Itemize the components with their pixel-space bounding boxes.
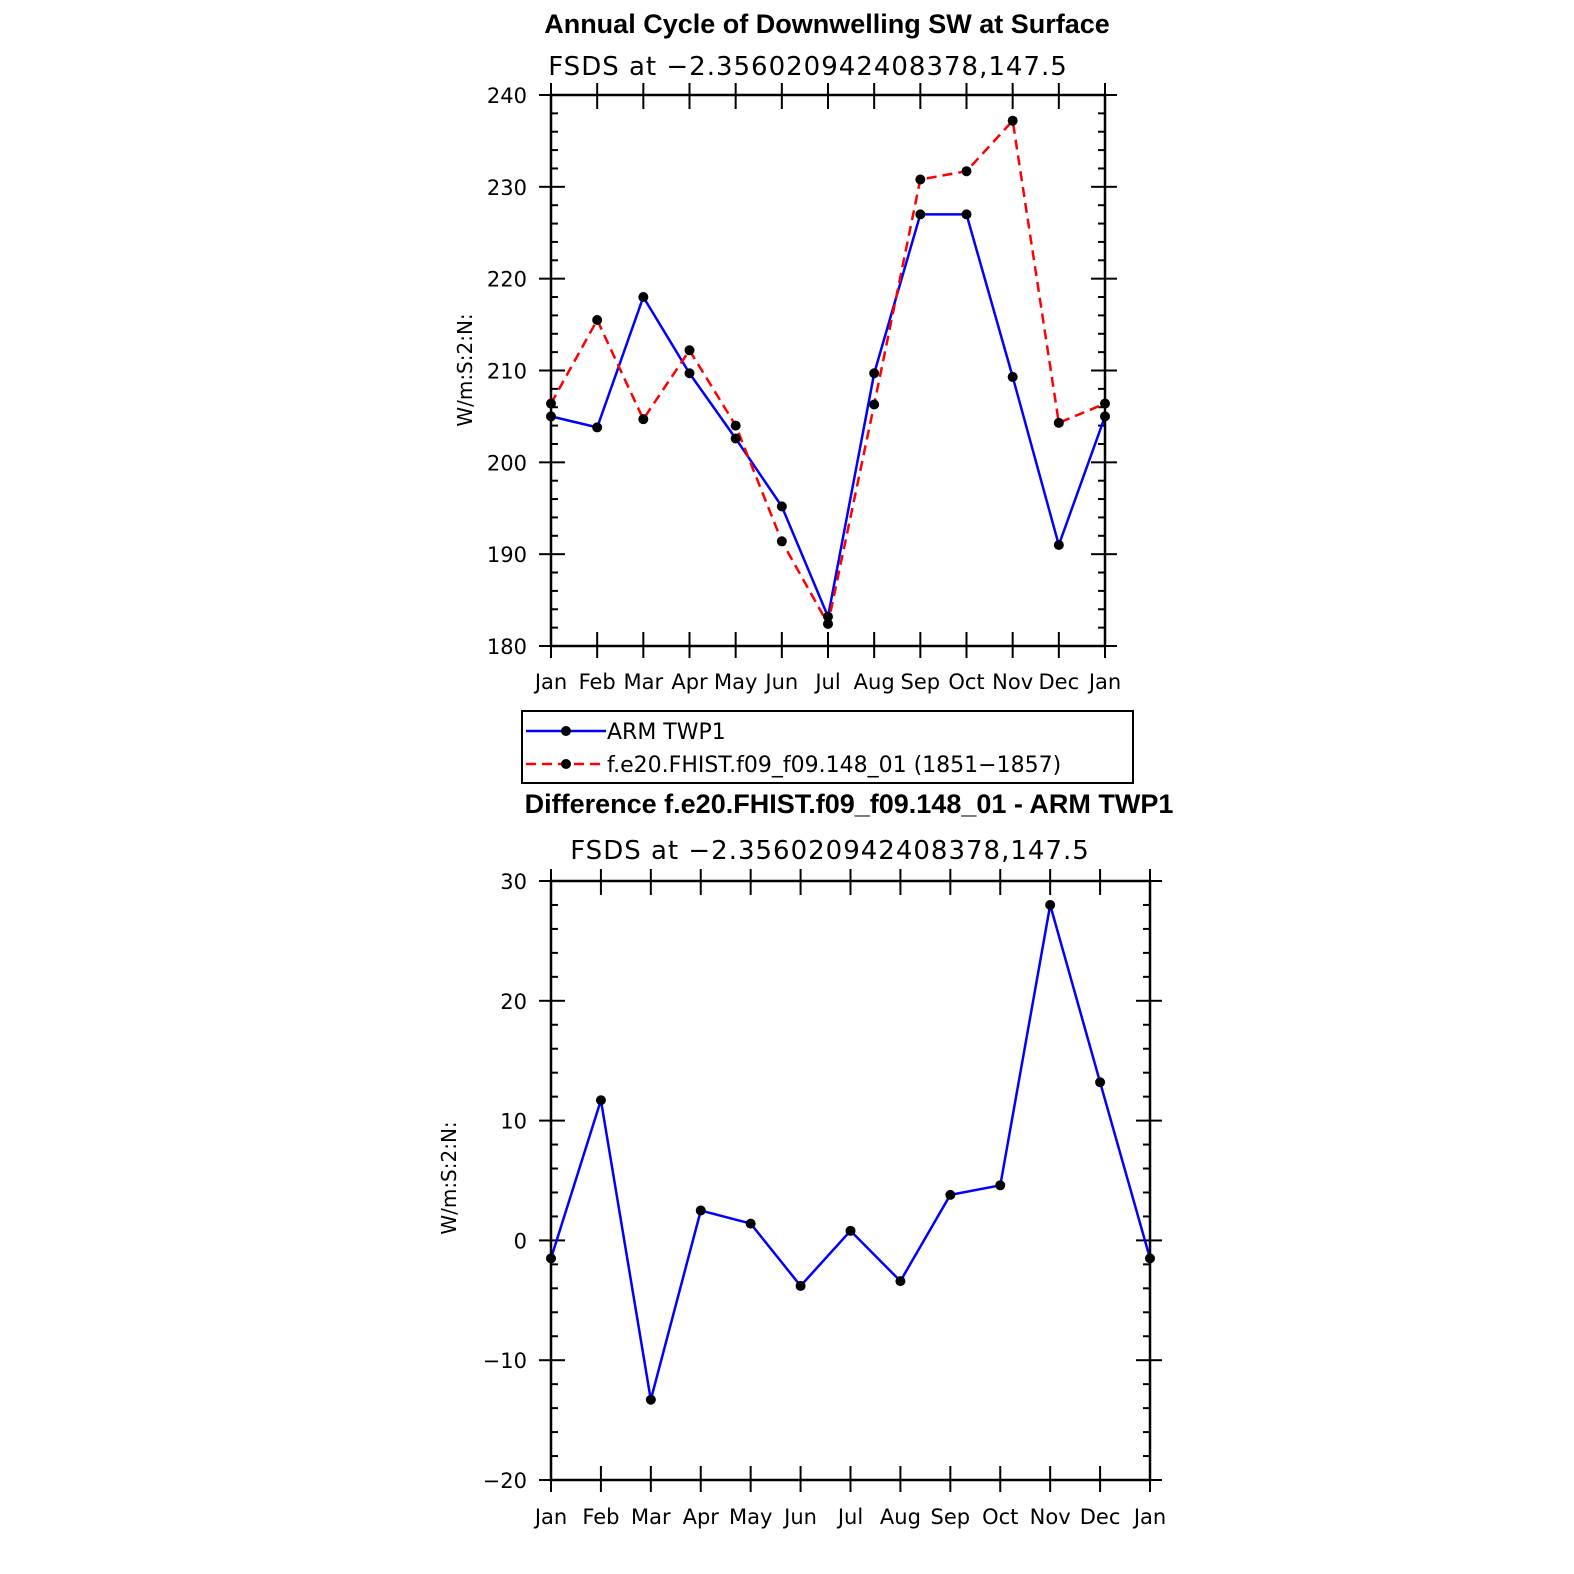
data-point xyxy=(1007,371,1018,382)
data-point xyxy=(1053,417,1064,428)
data-point xyxy=(1007,115,1018,126)
data-point xyxy=(895,1276,906,1287)
x-tick-label: Sep xyxy=(901,670,941,694)
data-point xyxy=(945,1189,956,1200)
data-point xyxy=(776,536,787,547)
x-tick-label: Jan xyxy=(1087,670,1121,694)
data-point xyxy=(845,1225,856,1236)
x-tick-label: Sep xyxy=(931,1505,971,1529)
data-point xyxy=(961,166,972,177)
y-tick-label: 0 xyxy=(514,1229,527,1253)
data-point xyxy=(795,1280,806,1291)
y-tick-label: 230 xyxy=(487,176,527,200)
data-point xyxy=(638,414,649,425)
x-tick-label: Dec xyxy=(1039,670,1080,694)
x-tick-label: Jan xyxy=(1132,1505,1166,1529)
x-tick-label: Nov xyxy=(1030,1505,1071,1529)
x-tick-label: Apr xyxy=(683,1505,720,1529)
data-point xyxy=(684,368,695,379)
data-point xyxy=(823,611,833,622)
data-point xyxy=(823,618,833,629)
data-point xyxy=(592,314,603,325)
data-point xyxy=(869,399,880,410)
x-tick-label: Jan xyxy=(533,670,567,694)
axis-ticks: −20 −10 0 10 20 30 Jan Feb Mar Apr May Jun Jul Aug Sep… xyxy=(483,869,1166,1529)
data-point xyxy=(1045,899,1056,910)
y-tick-label: 20 xyxy=(500,990,527,1014)
series-line xyxy=(549,904,1152,1401)
legend: ARM TWP1 f.e20.FHIST.f09_f09.148_01 (185… xyxy=(521,710,1134,784)
data-point xyxy=(745,1218,756,1229)
x-tick-label: Jul xyxy=(813,670,840,694)
x-tick-label: Apr xyxy=(671,670,708,694)
data-point xyxy=(695,1205,706,1216)
data-point xyxy=(995,1180,1006,1191)
x-tick-label: Jun xyxy=(763,670,798,694)
x-tick-label: Jul xyxy=(836,1505,863,1529)
x-tick-label: Jun xyxy=(782,1505,817,1529)
data-point xyxy=(645,1394,656,1405)
y-tick-label: 180 xyxy=(487,635,527,659)
x-tick-label: Mar xyxy=(631,1505,671,1529)
x-tick-label: Oct xyxy=(948,670,984,694)
legend-label-model: f.e20.FHIST.f09_f09.148_01 (1851−1857) xyxy=(607,753,1061,778)
plot-frame xyxy=(549,93,1107,648)
x-tick-label: Feb xyxy=(582,1505,619,1529)
series-line xyxy=(549,117,1106,628)
legend-label-arm: ARM TWP1 xyxy=(607,720,726,745)
x-tick-label: Nov xyxy=(992,670,1033,694)
data-point xyxy=(1095,1077,1106,1088)
data-point xyxy=(592,422,603,433)
data-point xyxy=(915,209,926,220)
data-point xyxy=(961,209,972,220)
x-tick-label: Oct xyxy=(982,1505,1018,1529)
legend-marker-arm xyxy=(561,726,571,736)
y-axis-label: W/m:S:2:N: xyxy=(437,1121,461,1234)
y-tick-label: 200 xyxy=(487,451,527,475)
y-axis-label: W/m:S:2:N: xyxy=(453,313,477,426)
y-tick-label: 10 xyxy=(500,1110,527,1134)
x-tick-label: Aug xyxy=(854,670,895,694)
y-tick-label: 210 xyxy=(487,360,527,384)
difference-chart: Difference f.e20.FHIST.f09_f09.148_01 - … xyxy=(437,789,1173,1529)
x-tick-label: Jan xyxy=(533,1505,567,1529)
data-point xyxy=(730,433,741,444)
x-tick-label: Mar xyxy=(624,670,664,694)
x-tick-label: Aug xyxy=(880,1505,921,1529)
chart-title: Difference f.e20.FHIST.f09_f09.148_01 - … xyxy=(525,789,1174,819)
y-tick-label: 30 xyxy=(500,870,527,894)
y-tick-label: 240 xyxy=(487,84,527,108)
x-tick-label: May xyxy=(714,670,757,694)
x-tick-label: Feb xyxy=(579,670,616,694)
x-tick-label: May xyxy=(729,1505,772,1529)
chart-title: Annual Cycle of Downwelling SW at Surfac… xyxy=(544,9,1110,39)
data-point xyxy=(730,420,741,431)
data-point xyxy=(776,501,787,512)
y-tick-label: −20 xyxy=(483,1469,527,1493)
axis-ticks: 180 190 200 210 220 230 240 Jan Feb Mar Apr May Jun J… xyxy=(487,83,1121,694)
series-group xyxy=(546,115,1110,629)
legend-box xyxy=(521,710,1134,784)
x-tick-label: Dec xyxy=(1080,1505,1121,1529)
chart-subtitle: FSDS at −2.356020942408378,147.5 xyxy=(548,52,1068,82)
annual-cycle-chart: Annual Cycle of Downwelling SW at Surfac… xyxy=(453,9,1121,694)
data-point xyxy=(915,174,926,185)
y-tick-label: −10 xyxy=(483,1349,527,1373)
plot-frame xyxy=(549,879,1152,1482)
data-point xyxy=(1053,539,1064,550)
chart-subtitle: FSDS at −2.356020942408378,147.5 xyxy=(570,836,1090,866)
data-point xyxy=(684,345,695,356)
series-group xyxy=(546,899,1155,1405)
legend-marker-model xyxy=(561,759,571,769)
y-tick-label: 190 xyxy=(487,543,527,567)
data-point xyxy=(869,368,880,379)
y-tick-label: 220 xyxy=(487,268,527,292)
data-point xyxy=(638,292,649,303)
data-point xyxy=(595,1095,606,1106)
series-line xyxy=(550,213,1107,621)
